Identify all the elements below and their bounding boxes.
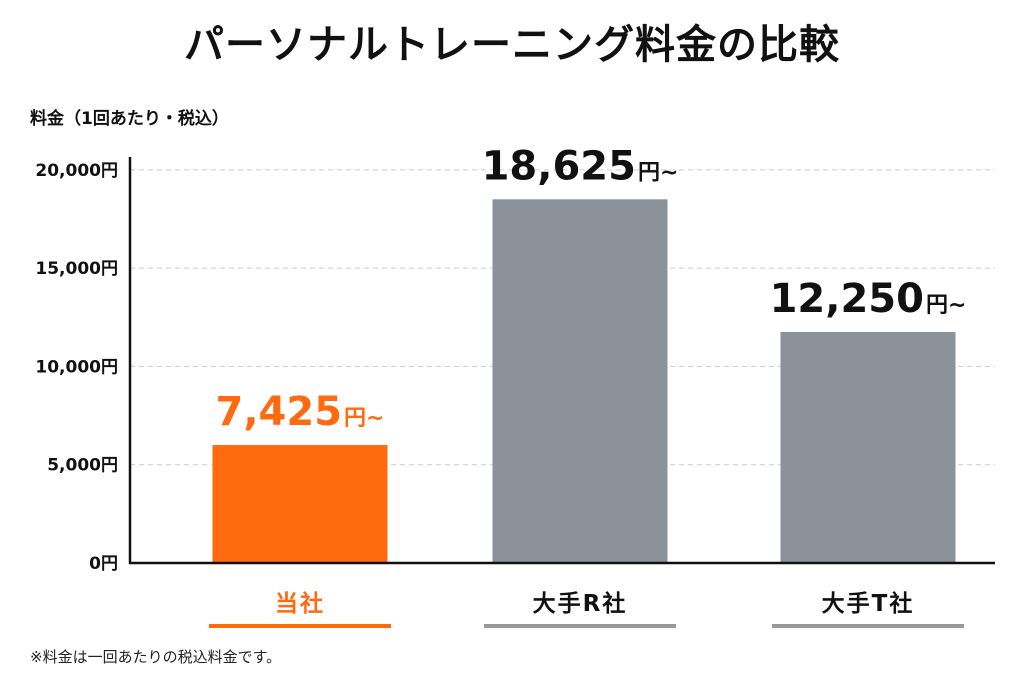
value-label-unit: 円~ (344, 406, 384, 431)
chart-title: パーソナルトレーニング料金の比較 (184, 22, 840, 68)
category-underline (772, 624, 964, 628)
category-underline (209, 624, 391, 628)
bar (212, 445, 388, 563)
y-tick-label: 5,000円 (47, 456, 118, 476)
bar (780, 332, 956, 563)
value-label-number: 12,250 (770, 276, 924, 322)
value-labels: 7,425円~18,625円~12,250円~ (216, 143, 967, 435)
category-label: 大手T社 (822, 590, 915, 617)
y-axis-label: 料金（1回あたり・税込） (30, 109, 229, 129)
footnote: ※料金は一回あたりの税込料金です。 (30, 648, 282, 666)
y-tick-label: 15,000円 (35, 259, 118, 279)
category-labels: 当社 大手R社 大手T社 (209, 590, 964, 628)
y-tick-label: 10,000円 (35, 357, 118, 377)
axes (128, 157, 995, 565)
value-label-number: 18,625 (482, 143, 636, 189)
category-label: 当社 (275, 590, 325, 617)
category-underline (484, 624, 676, 628)
y-tick-label: 20,000円 (35, 161, 118, 181)
y-tick-label: 0円 (89, 554, 118, 574)
value-label: 7,425円~ (216, 389, 385, 435)
value-label-unit: 円~ (926, 293, 966, 318)
value-label-number: 7,425 (216, 389, 343, 435)
bars (212, 199, 956, 563)
value-label: 12,250円~ (770, 276, 967, 322)
bar (492, 199, 668, 563)
value-label-unit: 円~ (638, 160, 678, 185)
value-label: 18,625円~ (482, 143, 679, 189)
y-tick-labels: 0円 5,000円 10,000円 15,000円 20,000円 (35, 161, 118, 574)
category-label: 大手R社 (533, 590, 628, 617)
